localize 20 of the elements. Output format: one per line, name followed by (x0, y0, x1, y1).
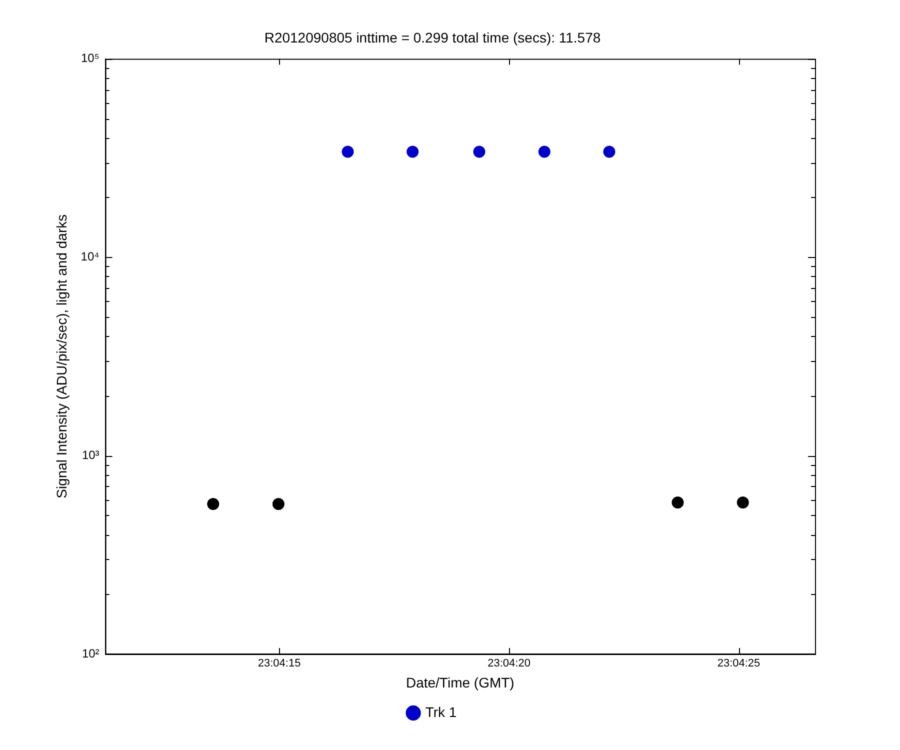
y-tick-label: 10⁴ (80, 250, 100, 264)
x-tick-label: 23:04:25 (717, 658, 760, 670)
point (538, 146, 550, 158)
point (736, 496, 749, 509)
legend-label: Trk 1 (425, 704, 457, 720)
point (603, 146, 616, 158)
y-tick-label: 10² (82, 646, 100, 660)
point (272, 498, 284, 510)
y-tick-label: 10⁵ (80, 51, 100, 66)
point (342, 146, 354, 158)
point (672, 496, 684, 509)
point (406, 146, 419, 158)
x-tick-label: 23:04:20 (488, 658, 530, 670)
point (207, 498, 220, 510)
y-axis-title: Signal Intensity (ADU/pix/sec), light and darks (53, 214, 70, 498)
y-tick-label: 10³ (82, 448, 100, 462)
x-axis-title: Date/Time (GMT) (406, 674, 514, 690)
x-tick-label: 23:04:15 (258, 658, 301, 670)
point (473, 146, 486, 158)
chart-title: R2012090805 inttime = 0.299 total time (secs): 11.578 (264, 29, 601, 46)
